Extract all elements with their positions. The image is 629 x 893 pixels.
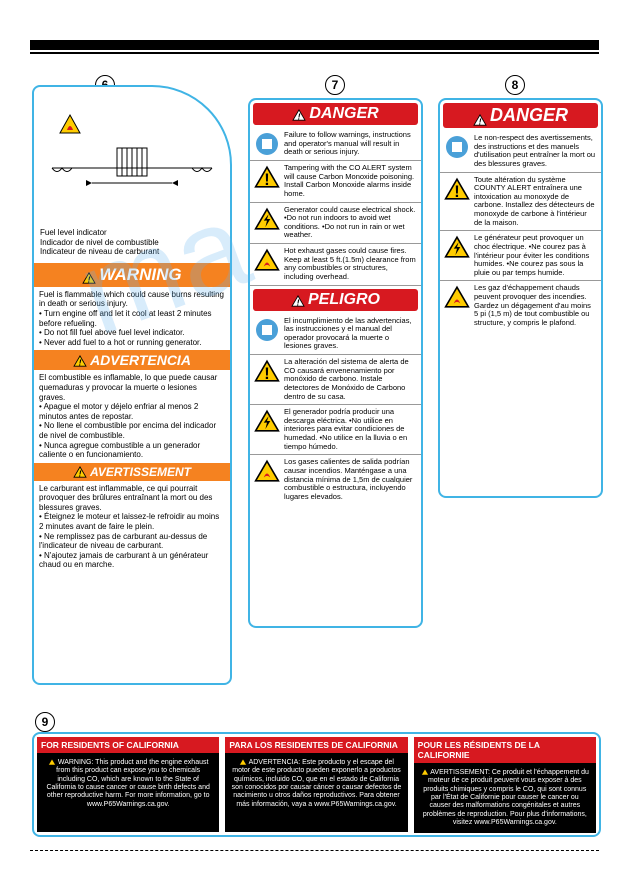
manual-icon	[254, 317, 280, 343]
shock-icon	[254, 408, 280, 434]
warning-triangle-icon	[73, 354, 87, 366]
fire-icon	[254, 458, 280, 484]
indicator-caption-es: Indicador de nivel de combustible	[40, 238, 224, 248]
row-text: Tampering with the CO ALERT system will …	[284, 164, 417, 199]
peligro-header: ! PELIGRO	[253, 289, 418, 311]
warning-title: WARNING	[99, 265, 181, 285]
danger-row: Failure to follow warnings, instructions…	[250, 128, 421, 161]
cal-head: FOR RESIDENTS OF CALIFORNIA	[37, 737, 219, 753]
warning-body: Fuel is flammable which could cause burn…	[34, 287, 230, 351]
svg-text:!: !	[298, 111, 301, 121]
danger-row-fr: Le non-respect des avertissements, des i…	[440, 131, 601, 173]
danger-header-en: ! DANGER	[253, 103, 418, 125]
peligro-row: Los gases calientes de salida podrían ca…	[250, 455, 421, 504]
manual-icon	[254, 131, 280, 157]
row-text: Hot exhaust gases could cause fires. Kee…	[284, 247, 417, 282]
cal-head: POUR LES RÉSIDENTS DE LA CALIFORNIE	[414, 737, 596, 763]
circle-9: 9	[35, 712, 55, 732]
row-text: Toute altération du système COUNTY ALERT…	[474, 176, 597, 228]
cal-body: WARNING: This product and the engine exh…	[37, 753, 219, 832]
warning-header: WARNING	[34, 263, 230, 287]
row-text: Failure to follow warnings, instructions…	[284, 131, 417, 157]
california-col-es: PARA LOS RESIDENTES DE CALIFORNIA ADVERT…	[225, 737, 407, 832]
danger-title: DANGER	[309, 105, 378, 123]
indicator-caption-fr: Indicateur de niveau de carburant	[40, 247, 224, 257]
label-8: ! DANGER Le non-respect des avertissemen…	[438, 98, 603, 498]
warning-triangle-icon	[82, 269, 96, 281]
peligro-row: El incumplimiento de las advertencias, l…	[250, 314, 421, 356]
manual-icon	[444, 134, 470, 160]
row-text: Los gases calientes de salida podrían ca…	[284, 458, 417, 501]
label-7: ! DANGER Failure to follow warnings, ins…	[248, 98, 423, 628]
warning-triangle-icon	[73, 466, 87, 478]
danger-row: Tampering with the CO ALERT system will …	[250, 161, 421, 203]
co-icon	[254, 164, 280, 190]
row-text: Le générateur peut provoquer un choc éle…	[474, 234, 597, 277]
label-9: FOR RESIDENTS OF CALIFORNIA WARNING: Thi…	[32, 732, 601, 837]
svg-text:!: !	[297, 297, 300, 307]
california-col-fr: POUR LES RÉSIDENTS DE LA CALIFORNIE AVER…	[414, 737, 596, 832]
shock-icon	[254, 206, 280, 232]
shock-icon	[444, 234, 470, 260]
circle-7: 7	[325, 75, 345, 95]
p65-link[interactable]: www.P65Warnings.ca.gov.	[314, 801, 396, 808]
co-icon	[254, 358, 280, 384]
danger-title-fr: DANGER	[490, 105, 568, 126]
advertencia-header: ADVERTENCIA	[34, 350, 230, 370]
bottom-dash	[30, 850, 599, 851]
p65-link[interactable]: www.P65Warnings.ca.gov.	[87, 801, 169, 808]
row-text: El generador podría producir una descarg…	[284, 408, 417, 451]
advertencia-body: El combustible es inflamable, lo que pue…	[34, 370, 230, 462]
svg-text:!: !	[479, 116, 482, 126]
fuel-indicator-diagram: Fuel level indicator Indicador de nivel …	[34, 87, 230, 263]
label-6: Fuel level indicator Indicador de nivel …	[32, 85, 232, 685]
co-icon	[444, 176, 470, 202]
advertencia-title: ADVERTENCIA	[90, 352, 191, 368]
fire-icon	[444, 284, 470, 310]
indicator-caption-en: Fuel level indicator	[40, 228, 224, 238]
danger-row-fr: Toute altération du système COUNTY ALERT…	[440, 173, 601, 232]
danger-triangle-icon: !	[473, 110, 487, 122]
avertissement-header: AVERTISSEMENT	[34, 463, 230, 481]
cal-text: WARNING: This product and the engine exh…	[46, 759, 209, 800]
danger-row: Hot exhaust gases could cause fires. Kee…	[250, 244, 421, 286]
california-col-en: FOR RESIDENTS OF CALIFORNIA WARNING: Thi…	[37, 737, 219, 832]
row-text: Le non-respect des avertissements, des i…	[474, 134, 597, 169]
row-text: Les gaz d'échappement chauds peuvent pro…	[474, 284, 597, 327]
danger-triangle-icon: !	[291, 294, 305, 306]
row-text: Generator could cause electrical shock. …	[284, 206, 417, 241]
cal-body: AVERTISSEMENT: Ce produit et l'échappeme…	[414, 763, 596, 833]
p65-link[interactable]: www.P65Warnings.ca.gov.	[474, 819, 556, 826]
danger-header-fr: ! DANGER	[443, 103, 598, 128]
fire-icon	[254, 247, 280, 273]
danger-triangle-icon: !	[292, 108, 306, 120]
peligro-row: La alteración del sistema de alerta de C…	[250, 355, 421, 405]
cal-text: AVERTISSEMENT: Ce produit et l'échappeme…	[423, 769, 589, 826]
danger-row: Generator could cause electrical shock. …	[250, 203, 421, 245]
peligro-row: El generador podría producir una descarg…	[250, 405, 421, 455]
peligro-title: PELIGRO	[308, 291, 380, 309]
danger-row-fr: Les gaz d'échappement chauds peuvent pro…	[440, 281, 601, 330]
danger-row-fr: Le générateur peut provoquer un choc éle…	[440, 231, 601, 281]
top-bar	[30, 40, 599, 50]
avertissement-title: AVERTISSEMENT	[90, 465, 191, 479]
circle-8: 8	[505, 75, 525, 95]
row-text: La alteración del sistema de alerta de C…	[284, 358, 417, 401]
row-text: El incumplimiento de las advertencias, l…	[284, 317, 417, 352]
cal-head: PARA LOS RESIDENTES DE CALIFORNIA	[225, 737, 407, 753]
avertissement-body: Le carburant est inflammable, ce qui pou…	[34, 481, 230, 573]
cal-body: ADVERTENCIA: Este producto y el escape d…	[225, 753, 407, 832]
